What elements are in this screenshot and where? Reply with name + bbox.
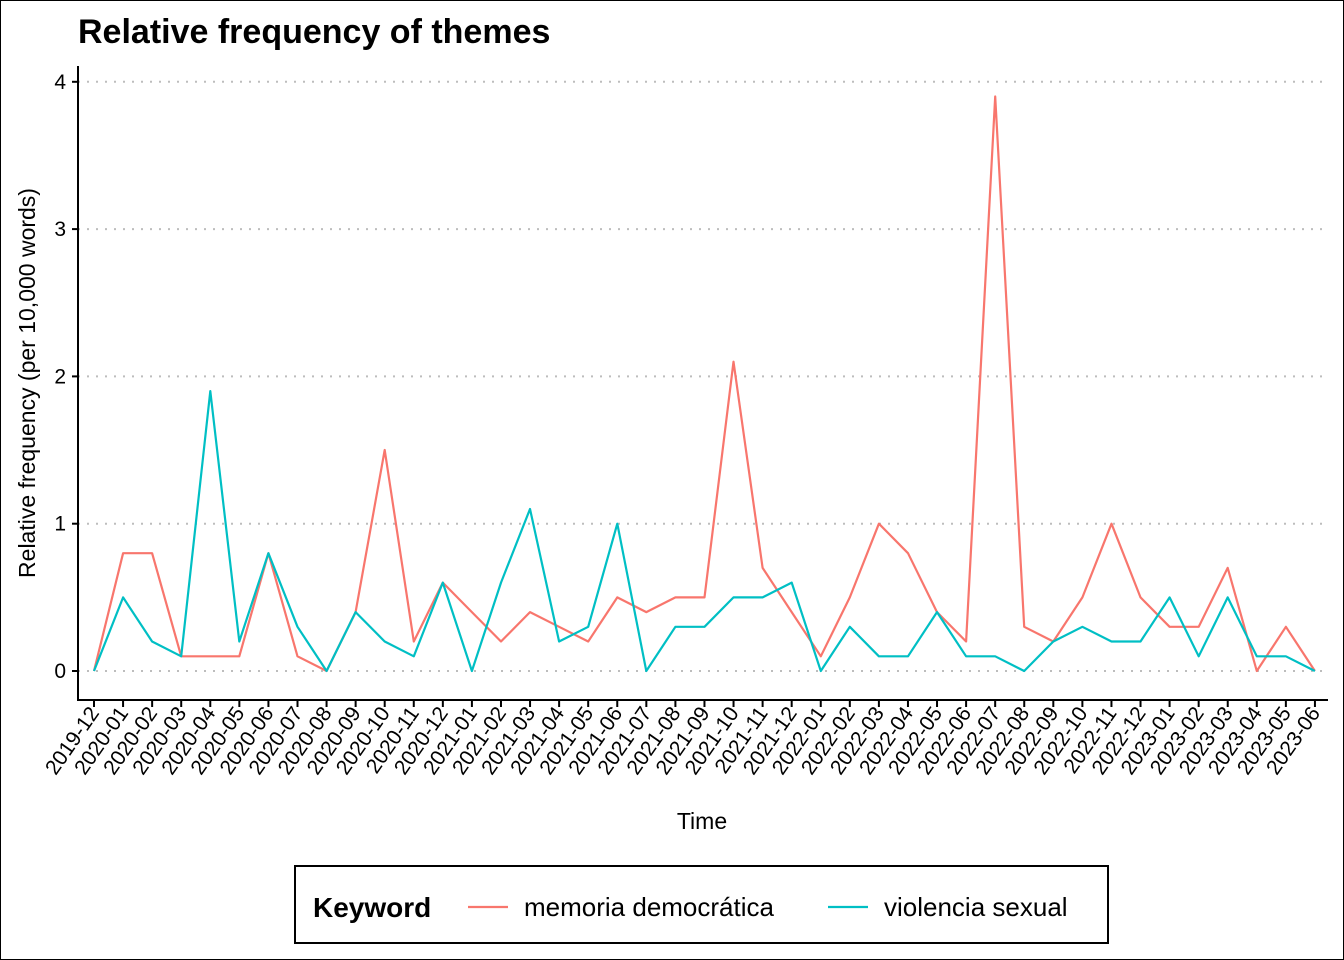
x-axis-title: Time	[677, 808, 727, 834]
legend-label-memoria-democratica: memoria democrática	[524, 892, 775, 922]
legend-title: Keyword	[313, 892, 431, 923]
y-tick-label-1: 1	[54, 513, 66, 536]
y-tick-label-3: 3	[54, 218, 66, 241]
series-lines	[92, 95, 1316, 673]
y-tick-label-4: 4	[54, 71, 66, 94]
y-tick-label-2: 2	[54, 365, 66, 388]
series-line-1	[92, 390, 1316, 673]
x-axis-ticks: 2019-122020-012020-022020-032020-042020-…	[41, 700, 1325, 779]
y-tick-label-0: 0	[54, 660, 66, 683]
gridlines	[78, 80, 1328, 672]
y-axis-title: Relative frequency (per 10,000 words)	[14, 188, 40, 578]
series-line-0	[92, 95, 1316, 673]
legend: Keyword memoria democrática violencia se…	[294, 865, 1109, 944]
legend-box	[294, 865, 1109, 944]
chart-title: Relative frequency of themes	[78, 13, 550, 51]
legend-label-violencia-sexual: violencia sexual	[884, 892, 1068, 922]
